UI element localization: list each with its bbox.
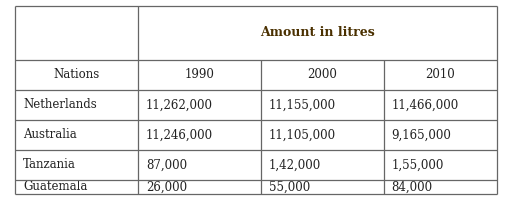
Text: 1,55,000: 1,55,000 <box>392 158 444 171</box>
Text: 11,246,000: 11,246,000 <box>146 129 213 142</box>
Text: 11,105,000: 11,105,000 <box>269 129 336 142</box>
Text: 1990: 1990 <box>185 68 215 82</box>
Text: 11,466,000: 11,466,000 <box>392 98 459 112</box>
Text: 55,000: 55,000 <box>269 180 310 194</box>
Text: Amount in litres: Amount in litres <box>260 26 375 40</box>
Text: Netherlands: Netherlands <box>23 98 97 112</box>
Text: 1,42,000: 1,42,000 <box>269 158 321 171</box>
Text: Tanzania: Tanzania <box>23 158 76 171</box>
Text: 11,262,000: 11,262,000 <box>146 98 213 112</box>
Text: 87,000: 87,000 <box>146 158 187 171</box>
Text: 9,165,000: 9,165,000 <box>392 129 452 142</box>
Text: 2000: 2000 <box>308 68 337 82</box>
Text: 26,000: 26,000 <box>146 180 187 194</box>
Text: Nations: Nations <box>54 68 100 82</box>
Text: Guatemala: Guatemala <box>23 180 88 194</box>
Text: Australia: Australia <box>23 129 77 142</box>
Text: 84,000: 84,000 <box>392 180 433 194</box>
Text: 2010: 2010 <box>425 68 455 82</box>
Text: 11,155,000: 11,155,000 <box>269 98 336 112</box>
